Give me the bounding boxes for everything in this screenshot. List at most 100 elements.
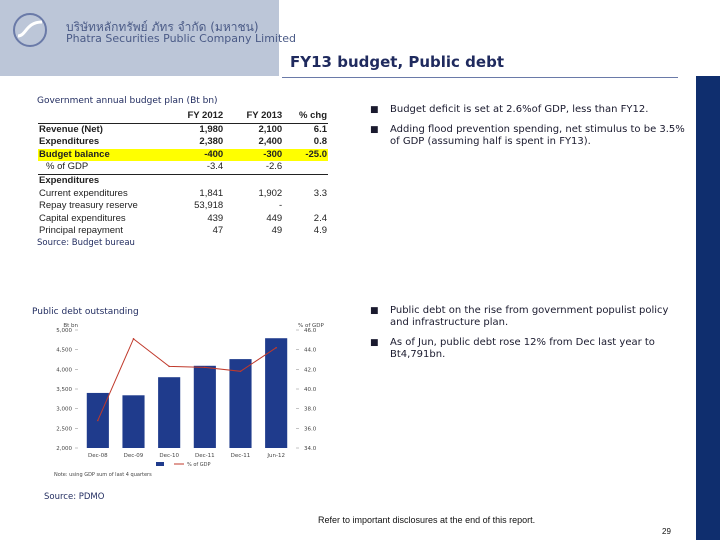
table-cell: Repay treasury reserve — [39, 200, 138, 212]
table-cell: - — [279, 200, 283, 212]
x-tick-label: Dec-11 — [195, 453, 215, 459]
budget-section-title: Government annual budget plan (Bt bn) — [37, 96, 218, 106]
x-tick-label: Dec-11 — [231, 453, 251, 459]
debt-bar — [122, 395, 145, 448]
bullet-square-icon: ■ — [370, 125, 379, 135]
left-tick-label: 4,500 — [56, 348, 72, 354]
table-cell: Budget balance — [38, 148, 166, 162]
table-cell: Revenue (Net) — [39, 123, 103, 135]
left-tick-label: 3,500 — [56, 387, 72, 393]
left-tick-label: 4,000 — [56, 367, 72, 373]
debt-to-gdp-point — [168, 365, 170, 368]
budget-bullets: ■ Budget deficit is set at 2.6%of GDP, le… — [368, 104, 686, 156]
right-tick-label: 34.0 — [304, 446, 317, 452]
debt-to-gdp-point — [204, 366, 206, 369]
bullet-item: ■ As of Jun, public debt rose 12% from De… — [370, 337, 655, 360]
table-cell: Principal repayment — [39, 225, 123, 237]
table-cell: Expenditures — [39, 136, 100, 148]
company-logo-box: บริษัทหลักทรัพย์ ภัทร จำกัด (มหาชน) Phat… — [0, 0, 296, 76]
table-cell: 49 — [271, 225, 283, 237]
bullet-item: ■ Adding flood prevention spending, net s… — [370, 124, 685, 147]
right-tick-label: 40.0 — [304, 387, 317, 393]
table-cell: -3.4 — [206, 161, 224, 173]
table-cell: Current expenditures — [39, 187, 128, 199]
table-cell: Capital expenditures — [39, 212, 126, 224]
disclosure-note: Refer to important disclosures at the en… — [318, 515, 536, 525]
bullet-square-icon: ■ — [370, 105, 379, 115]
right-tick-label: 46.0 — [304, 328, 317, 334]
debt-to-gdp-point — [132, 338, 135, 340]
x-tick-label: Jun-12 — [266, 453, 285, 459]
left-tick-label: 2,500 — [56, 426, 72, 432]
left-tick-label: 2,000 — [56, 446, 72, 452]
budget-source: Source: Budget bureau — [37, 238, 135, 248]
debt-to-gdp-point — [275, 346, 277, 349]
table-row: Expenditures — [38, 173, 328, 188]
table-cell — [283, 200, 328, 213]
left-tick-label: 5,000 — [56, 328, 72, 334]
slide-title: FY13 budget, Public debt — [290, 53, 504, 71]
table-row: Capital expenditures 439 449 2.4 — [38, 213, 328, 226]
legend-bar-swatch — [156, 462, 164, 466]
table-cell: 2.4 — [313, 212, 327, 224]
table-cell: Expenditures — [38, 173, 166, 188]
title-divider — [282, 77, 678, 78]
table-cell: 0.8 — [313, 136, 327, 148]
table-cell: -400 — [165, 148, 225, 162]
budget-table-header-row: FY 2012 FY 2013 % chg — [38, 110, 328, 124]
table-row: Expenditures 2,380 2,400 0.8 — [38, 136, 328, 149]
table-cell: % of GDP — [46, 161, 89, 173]
table-row: Budget balance -400 -300 -25.0 — [38, 148, 328, 162]
debt-bar — [193, 365, 216, 448]
right-tick-label: 36.0 — [304, 426, 317, 432]
table-header-cell: FY 2013 — [224, 110, 284, 124]
public-debt-chart: Bt bn % of GDP 2,000 2,500 3,000 3,500 4,000 4,… — [54, 323, 325, 478]
table-row: Revenue (Net) 1,980 2,100 6.1 — [38, 123, 328, 136]
right-tick-label: 44.0 — [304, 348, 317, 354]
table-row: Current expenditures 1,841 1,902 3.3 — [38, 188, 328, 201]
table-cell: 53,918 — [194, 200, 224, 212]
table-cell: -2.6 — [265, 161, 283, 173]
table-cell: -300 — [224, 148, 284, 162]
bullet-item: ■ Public debt on the rise from government… — [370, 305, 669, 328]
company-name-english: Phatra Securities Public Company Limited — [66, 32, 297, 45]
x-tick-label: Dec-10 — [159, 453, 179, 459]
right-tick-label: 42.0 — [304, 367, 317, 373]
legend-line-label: % of GDP — [187, 462, 211, 468]
right-tick-label: 38.0 — [304, 407, 317, 413]
table-row: Repay treasury reserve 53,918 - — [38, 200, 328, 213]
bullet-item: ■ Budget deficit is set at 2.6%of GDP, le… — [370, 104, 649, 115]
table-cell — [283, 173, 328, 188]
budget-table: FY 2012 FY 2013 % chg Revenue (Net) 1,980… — [38, 110, 328, 238]
table-cell — [224, 173, 284, 188]
table-cell — [283, 161, 328, 174]
debt-bullets: ■ Public debt on the rise from government… — [368, 305, 686, 369]
table-cell: 2,400 — [258, 136, 283, 148]
table-cell: 1,980 — [199, 123, 224, 135]
table-cell: 47 — [212, 225, 224, 237]
chart-footnote: Note: using GDP sum of last 4 quarters — [54, 472, 152, 478]
bullet-square-icon: ■ — [370, 306, 379, 316]
table-cell: 449 — [266, 212, 283, 224]
right-axis-label: % of GDP — [298, 323, 325, 329]
table-cell: 3.3 — [313, 187, 327, 199]
table-cell: 4.9 — [313, 225, 327, 237]
table-row: % of GDP -3.4 -2.6 — [38, 161, 328, 174]
table-header-cell — [38, 110, 166, 124]
table-cell: -25.0 — [283, 148, 328, 162]
debt-source: Source: PDMO — [44, 492, 105, 502]
left-axis-label: Bt bn — [63, 323, 78, 329]
table-cell: 1,841 — [199, 187, 224, 199]
bullet-square-icon: ■ — [370, 338, 379, 348]
debt-bar — [265, 338, 288, 448]
phatra-logo-icon — [13, 13, 47, 47]
table-cell: 2,380 — [199, 136, 224, 148]
table-cell: 439 — [207, 212, 224, 224]
table-cell: 1,902 — [258, 187, 283, 199]
x-tick-label: Dec-08 — [88, 453, 108, 459]
debt-to-gdp-point — [97, 419, 99, 422]
debt-bar — [229, 359, 252, 448]
table-row: Principal repayment 47 49 4.9 — [38, 225, 328, 238]
table-header-cell: FY 2012 — [165, 110, 225, 124]
right-accent-bar — [696, 76, 720, 540]
